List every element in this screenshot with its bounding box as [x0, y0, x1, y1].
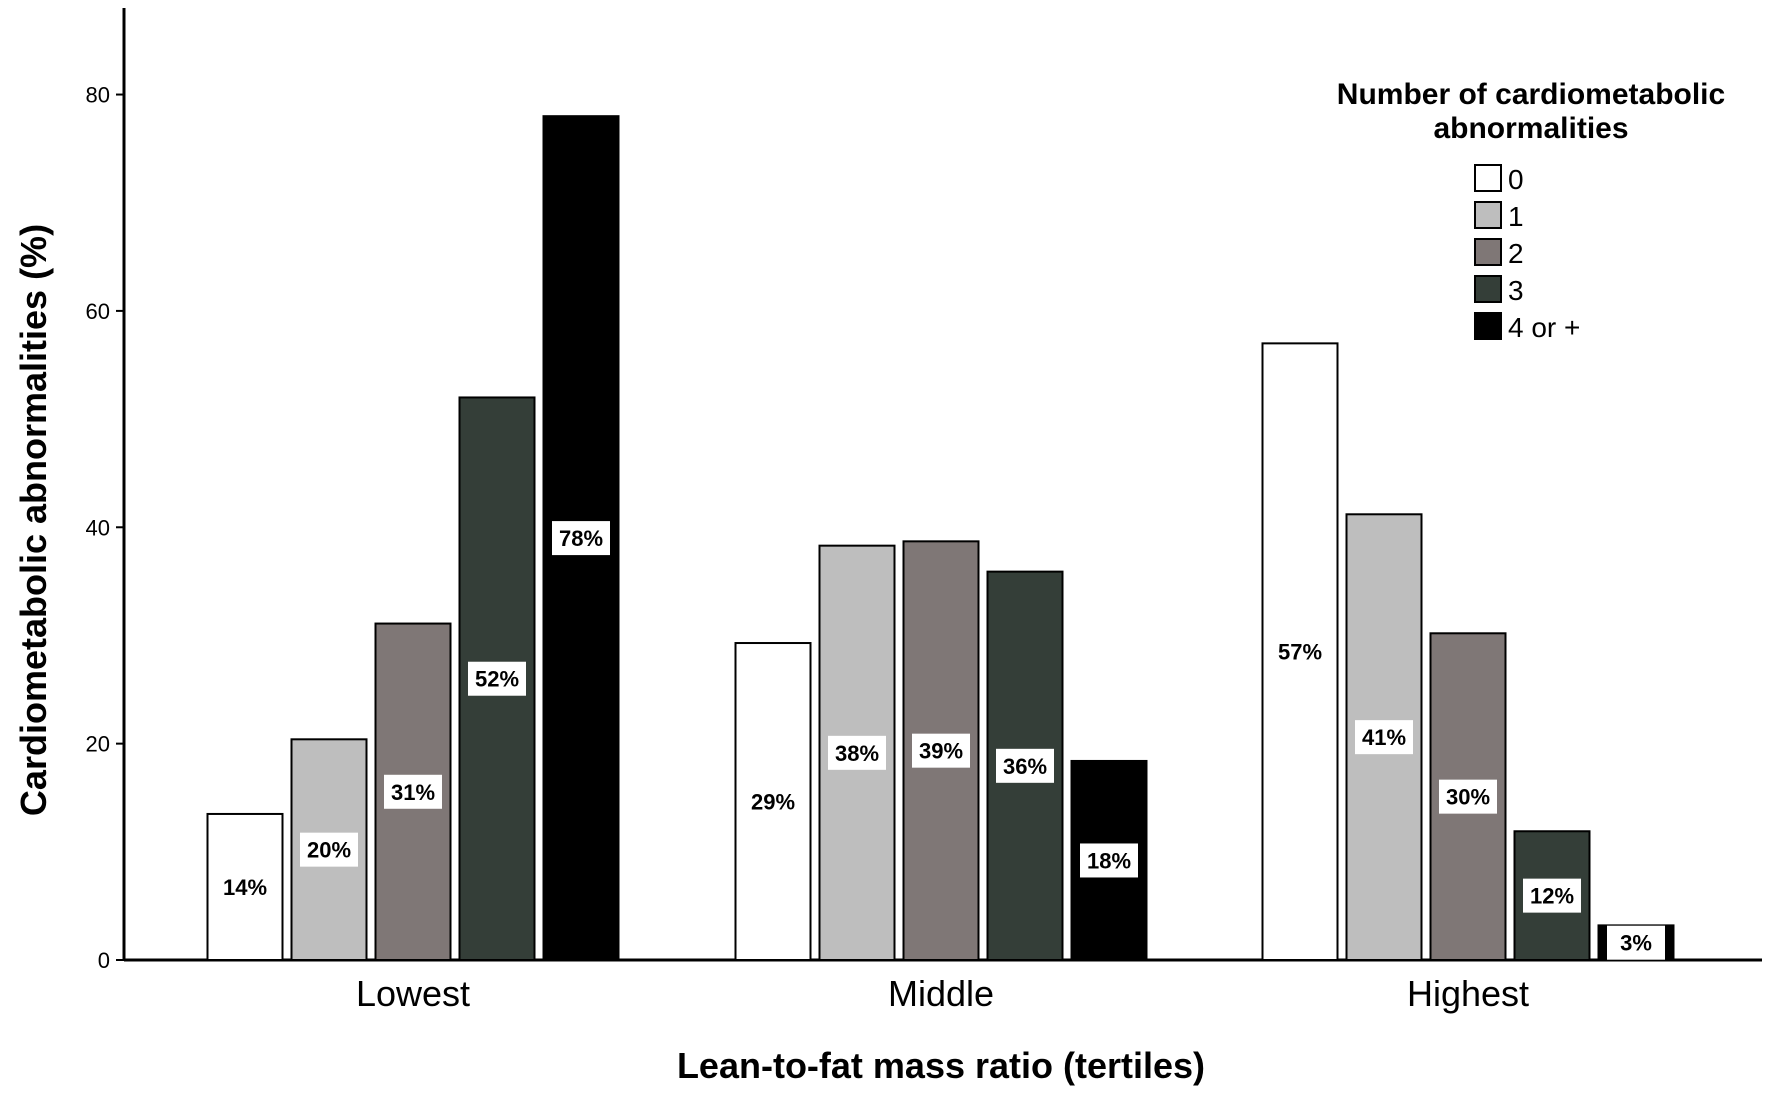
data-label-box [1080, 843, 1138, 878]
data-label: 52% [475, 667, 519, 692]
legend-item-label: 3 [1508, 275, 1524, 306]
data-label-box [828, 735, 886, 770]
data-label: 18% [1087, 848, 1131, 873]
legend-title-line-1: Number of cardiometabolic [1337, 78, 1725, 111]
data-label: 20% [307, 838, 351, 863]
data-label-box [468, 661, 526, 696]
legend-swatch [1474, 164, 1502, 192]
legend-swatch [1474, 201, 1502, 229]
data-label-box [996, 748, 1054, 783]
data-label-box [912, 733, 970, 768]
y-tick-label: 80 [86, 83, 110, 108]
data-label-box [300, 832, 358, 867]
y-tick-label: 20 [86, 732, 110, 757]
x-tick-label: Middle [888, 973, 994, 1014]
y-ticks: 0 20 40 60 80 [86, 83, 124, 973]
data-label: 36% [1003, 754, 1047, 779]
y-axis-title: Cardiometabolic abnormalities (%) [13, 224, 54, 816]
legend-title-line-2: abnormalities [1433, 112, 1628, 145]
data-labels: 14% 20% 31% 52% 78% 29% 38% 39% 36% 18% 57% 41% 30% 1… [216, 521, 1665, 960]
y-tick-label: 40 [86, 515, 110, 540]
data-label: 39% [919, 739, 963, 764]
y-tick-label: 0 [98, 948, 110, 973]
data-label: 41% [1362, 725, 1406, 750]
data-label-box [744, 784, 802, 819]
data-label: 29% [751, 790, 795, 815]
data-label-box [1523, 878, 1581, 913]
data-label: 78% [559, 526, 603, 551]
bars [206, 115, 1675, 962]
data-label: 38% [835, 741, 879, 766]
category-labels: Lowest Middle Highest [356, 973, 1529, 1014]
data-label-box [1355, 720, 1413, 755]
data-label: 12% [1530, 884, 1574, 909]
data-label: 31% [391, 780, 435, 805]
data-label-box [384, 774, 442, 809]
data-label-box [1439, 779, 1497, 814]
x-axis-title: Lean-to-fat mass ratio (tertiles) [677, 1045, 1205, 1086]
legend-swatch [1474, 238, 1502, 266]
y-tick-label: 60 [86, 299, 110, 324]
legend-swatch [1474, 275, 1502, 303]
legend-item-label: 0 [1508, 164, 1524, 195]
data-label: 30% [1446, 785, 1490, 810]
legend-item-label: 1 [1508, 201, 1524, 232]
legend-items: 0 1 2 3 4 or + [1474, 164, 1580, 343]
data-label: 14% [223, 875, 267, 900]
data-label: 3% [1620, 931, 1652, 956]
data-label-box [216, 869, 274, 904]
data-label-box [1271, 634, 1329, 669]
legend: Number of cardiometabolic abnormalities … [1337, 78, 1725, 343]
x-tick-label: Lowest [356, 973, 470, 1014]
legend-item-label: 2 [1508, 238, 1524, 269]
x-tick-label: Highest [1407, 973, 1529, 1014]
legend-item-label: 4 or + [1508, 312, 1580, 343]
data-label-box [552, 521, 610, 556]
legend-swatch [1474, 312, 1502, 340]
data-label-box [1607, 925, 1665, 960]
data-label: 57% [1278, 640, 1322, 665]
